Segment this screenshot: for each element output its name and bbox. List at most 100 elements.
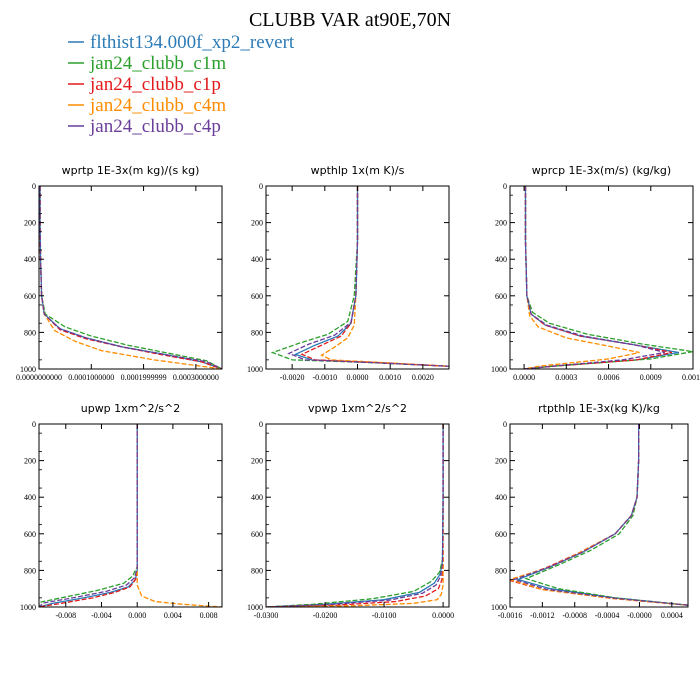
series-line [39, 186, 222, 369]
legend: flthist134.000f_xp2_revertjan24_clubb_c1… [68, 32, 295, 137]
x-tick-label: 0.004 [164, 611, 182, 620]
y-tick-label: 800 [495, 328, 507, 337]
plot-frame [38, 185, 223, 370]
series-line [39, 424, 138, 607]
series-line [270, 186, 449, 367]
legend-item: jan24_clubb_c4p [68, 116, 221, 137]
x-tick-label: 0.0001000000 [68, 373, 114, 382]
y-tick-label: 1000 [247, 365, 263, 374]
x-tick-label: -0.0004 [595, 611, 620, 620]
panel-2: wpthlp 1x(m K)/s 0 200 400 600 800 1000 -0.0020… [247, 164, 450, 382]
series-line [511, 424, 688, 606]
x-tick-label: -0.0100 [372, 611, 397, 620]
series-line [39, 186, 222, 369]
x-tick-label: 0.0009 [640, 373, 662, 382]
series-group [523, 186, 693, 369]
y-tick-label: 600 [251, 292, 263, 301]
legend-item: jan24_clubb_c4m [68, 95, 226, 116]
panel-title: wpthlp 1x(m K)/s [311, 164, 405, 177]
plot-frame [265, 423, 450, 608]
y-tick-label: 800 [495, 566, 507, 575]
y-tick-label: 1000 [491, 603, 507, 612]
series-line [266, 424, 444, 607]
x-tick-label: -0.0008 [562, 611, 587, 620]
y-tick-label: 400 [495, 493, 507, 502]
y-tick-label: 0 [503, 420, 507, 429]
y-tick-label: 400 [251, 493, 263, 502]
series-line [136, 424, 222, 607]
y-tick-label: 800 [251, 566, 263, 575]
series-line [524, 424, 688, 606]
x-tick-label: 0.000 [128, 611, 146, 620]
y-tick-label: 0 [32, 420, 36, 429]
series-line [266, 424, 444, 607]
panels: wprtp 1E-3x(m kg)/(s kg) 0 200 400 600 800 100… [16, 164, 700, 620]
x-tick-label: 0.0004 [661, 611, 683, 620]
y-tick-label: 0 [503, 182, 507, 191]
series-line [39, 186, 222, 369]
series-line [287, 186, 449, 367]
figure-title: CLUBB VAR at90E,70N [249, 9, 451, 31]
x-tick-label: 0.008 [200, 611, 218, 620]
panel-3: wprcp 1E-3x(m/s) (kg/kg) 0 200 400 600 800 100… [491, 164, 700, 382]
x-tick-label: -0.0010 [312, 373, 337, 382]
x-tick-label: -0.0016 [498, 611, 523, 620]
x-tick-label: -0.0200 [313, 611, 338, 620]
y-tick-label: 400 [251, 255, 263, 264]
plot-frame [509, 423, 689, 608]
series-line [266, 424, 444, 607]
legend-item: jan24_clubb_c1p [68, 74, 221, 95]
plot-frame [509, 185, 694, 370]
series-group [39, 424, 222, 607]
panel-5: vpwp 1xm^2/s^2 0 200 400 600 800 1000-0.0300 -0… [247, 402, 454, 620]
panel-title: rtpthlp 1E-3x(kg K)/kg [538, 402, 660, 415]
x-tick-label: 0.0000 [347, 373, 369, 382]
y-tick-label: 400 [24, 493, 36, 502]
series-line [266, 424, 444, 607]
series-line [510, 424, 688, 606]
series-line [524, 186, 680, 369]
series-line [523, 186, 640, 369]
y-tick-label: 0 [32, 182, 36, 191]
series-line [516, 424, 688, 606]
series-group [510, 424, 688, 606]
series-line [39, 186, 222, 369]
panel-4: upwp 1xm^2/s^2 0 200 400 600 800 1000 -0.008 -0.… [20, 402, 223, 620]
series-line [524, 186, 666, 369]
x-tick-label: 0.0006 [598, 373, 620, 382]
x-tick-label: 0.0020 [412, 373, 434, 382]
y-tick-label: 200 [495, 457, 507, 466]
series-line [39, 186, 222, 369]
x-tick-label: -0.0000 [627, 611, 652, 620]
x-tick-label: 0.0000 [432, 611, 454, 620]
series-group [270, 186, 449, 367]
series-line [293, 186, 449, 367]
y-tick-label: 600 [251, 530, 263, 539]
x-tick-label: 0.0003 [555, 373, 577, 382]
legend-item: flthist134.000f_xp2_revert [68, 32, 295, 53]
y-tick-label: 400 [24, 255, 36, 264]
y-tick-label: 1000 [247, 603, 263, 612]
panel-title: vpwp 1xm^2/s^2 [308, 402, 407, 415]
y-tick-label: 800 [251, 328, 263, 337]
y-tick-label: 0 [259, 420, 263, 429]
series-line [39, 424, 138, 607]
y-tick-label: 1000 [20, 365, 36, 374]
y-tick-label: 200 [251, 457, 263, 466]
legend-label: jan24_clubb_c1m [89, 53, 226, 74]
y-tick-label: 1000 [491, 365, 507, 374]
legend-label: jan24_clubb_c4p [89, 116, 221, 137]
legend-item: jan24_clubb_c1m [68, 53, 226, 74]
y-tick-label: 200 [495, 219, 507, 228]
x-tick-label: -0.0012 [530, 611, 555, 620]
y-tick-label: 400 [495, 255, 507, 264]
panel-title: wprtp 1E-3x(m kg)/(s kg) [62, 164, 200, 177]
y-tick-label: 200 [24, 219, 36, 228]
y-tick-label: 200 [24, 457, 36, 466]
legend-label: flthist134.000f_xp2_revert [90, 32, 295, 53]
y-tick-label: 800 [24, 328, 36, 337]
x-tick-label: 0.0000000000 [16, 373, 62, 382]
series-line [320, 186, 449, 367]
x-tick-label: -0.008 [55, 611, 76, 620]
